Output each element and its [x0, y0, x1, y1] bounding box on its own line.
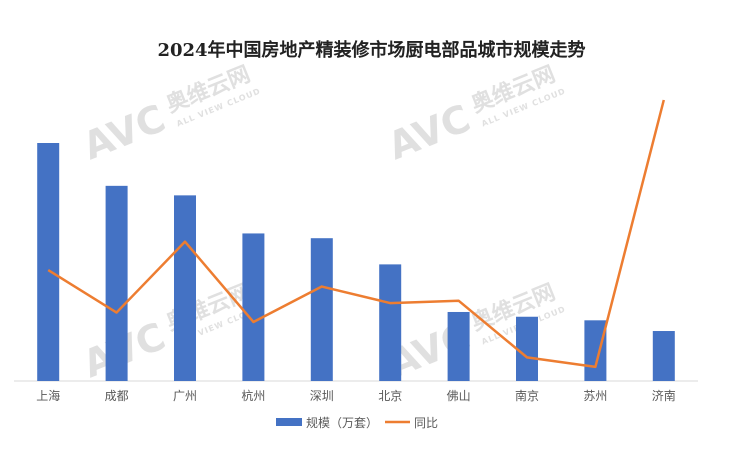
x-tick-label: 杭州 — [241, 388, 265, 403]
x-tick-label: 佛山 — [447, 389, 471, 403]
legend-swatch-bar — [276, 418, 302, 426]
x-tick-label: 济南 — [652, 388, 676, 403]
x-tick-label: 成都 — [105, 389, 129, 403]
bar-济南 — [652, 331, 675, 381]
watermark-brand: AVC — [382, 96, 476, 168]
line-path — [47, 99, 666, 369]
bar-广州 — [174, 195, 196, 381]
bar-北京 — [379, 264, 402, 381]
watermark-brand: AVC — [77, 96, 171, 168]
x-tick-label: 苏州 — [583, 389, 607, 403]
x-tick-label: 深圳 — [310, 389, 334, 403]
legend-label-line: 同比 — [414, 416, 438, 430]
x-tick-labels: 上海 成都 广州 杭州 深圳 北京 佛山 南京 苏州 济南 — [36, 388, 676, 403]
x-tick-label: 北京 — [378, 389, 402, 403]
x-tick-label: 上海 — [36, 388, 60, 403]
chart-title: 2024年中国房地产精装修市场厨电部品城市规模走势 — [157, 40, 586, 61]
bar-南京 — [516, 316, 538, 381]
bar-series — [37, 143, 675, 381]
legend-label-bar: 规模（万套） — [306, 415, 378, 430]
legend: 规模（万套） 同比 — [276, 415, 438, 430]
bar-佛山 — [447, 311, 470, 381]
bar-苏州 — [584, 320, 607, 381]
bar-成都 — [105, 185, 128, 381]
x-tick-label: 广州 — [173, 389, 197, 403]
bar-杭州 — [242, 233, 265, 381]
bar-深圳 — [310, 238, 333, 381]
x-tick-label: 南京 — [515, 388, 539, 403]
bar-上海 — [37, 143, 60, 381]
line-series — [47, 99, 666, 369]
